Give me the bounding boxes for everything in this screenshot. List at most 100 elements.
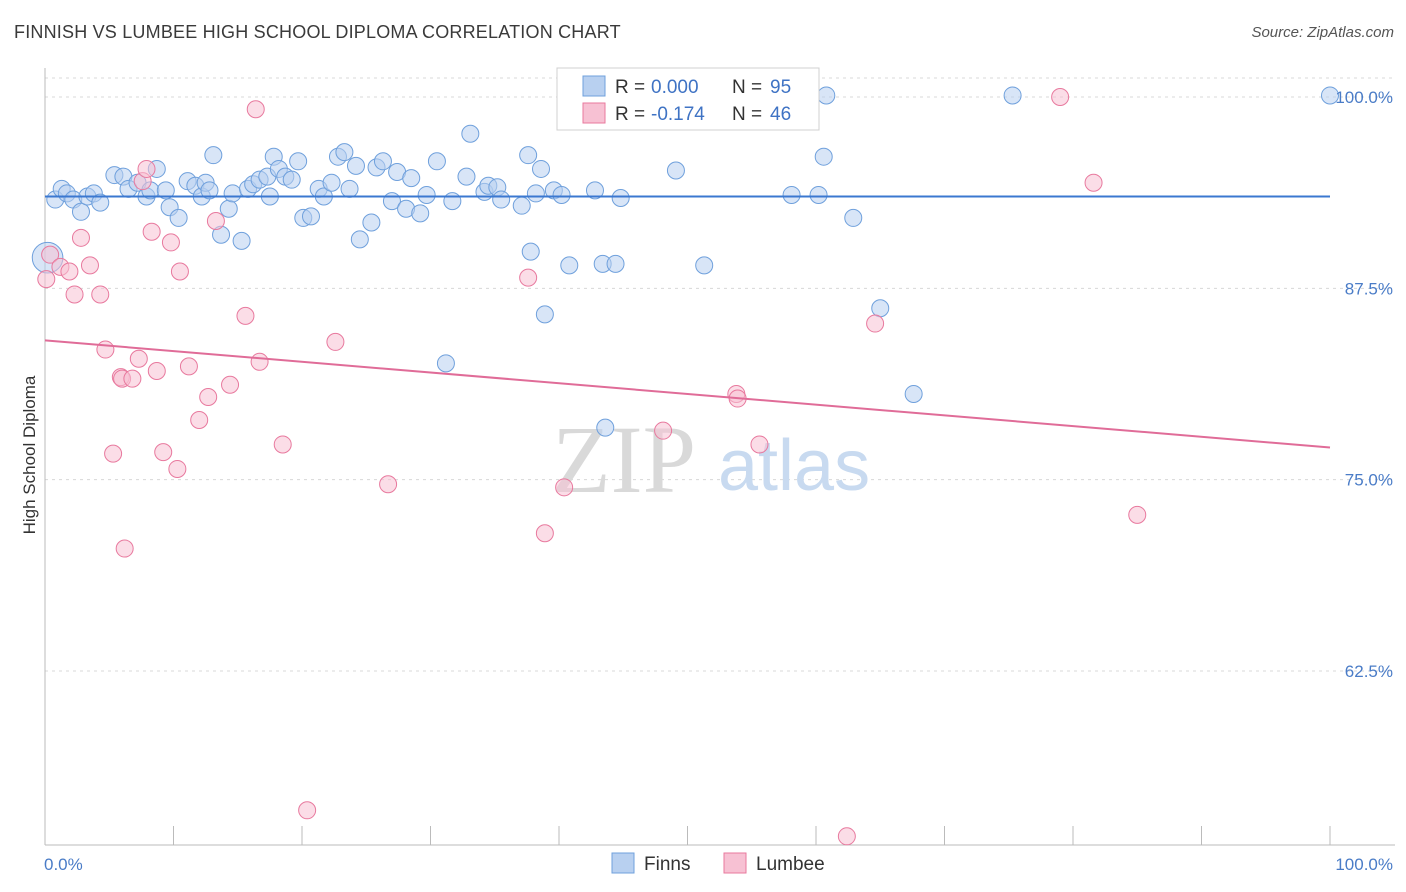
lumbee-point <box>41 245 60 264</box>
finns-point <box>289 152 308 171</box>
finns-point <box>1321 86 1339 105</box>
finns-point <box>411 204 430 223</box>
finns-point <box>71 202 90 221</box>
finns-point <box>417 185 436 204</box>
x-axis-ticks <box>44 826 1331 845</box>
finns-point <box>871 299 890 318</box>
finns-point <box>461 124 480 143</box>
finns-point <box>512 196 531 215</box>
finns-point <box>552 185 571 204</box>
finns-point <box>695 256 714 275</box>
lumbee-point <box>535 524 554 543</box>
finns-point <box>560 256 579 275</box>
lumbee-point <box>161 233 180 252</box>
finns-point <box>436 354 455 373</box>
finns-point <box>596 418 615 437</box>
lumbee-point <box>154 443 173 462</box>
finns-point <box>809 185 828 204</box>
lumbee-point <box>273 435 292 454</box>
finns-point <box>457 167 476 186</box>
lumbee-point <box>379 475 398 494</box>
lumbee-point <box>60 262 79 281</box>
lumbee-point <box>71 228 90 247</box>
lumbee-point <box>65 285 84 304</box>
lumbee-point <box>1051 88 1070 106</box>
lumbee-point <box>168 459 187 478</box>
finns-point <box>169 208 188 227</box>
lumbee-point <box>179 357 198 376</box>
finns-point <box>350 230 369 249</box>
legend-lumbee-r-label: R = <box>615 104 645 125</box>
finns-point <box>301 207 320 226</box>
lumbee-point <box>221 375 240 394</box>
top-legend: R = 0.000 N = 95 R = -0.174 N = 46 <box>556 67 820 131</box>
lumbee-trend-line <box>44 339 1331 449</box>
finns-point <box>200 181 219 200</box>
finns-point <box>492 190 511 209</box>
finns-point <box>443 192 462 211</box>
finns-point <box>335 143 354 162</box>
finns-point <box>219 199 238 218</box>
bottom-legend-lumbee-label: Lumbee <box>756 854 825 875</box>
finns-point <box>223 184 242 203</box>
lumbee-point <box>837 827 856 846</box>
finns-point <box>427 152 446 171</box>
watermark-zip: ZIP <box>552 406 696 513</box>
legend-lumbee-n-label: N = <box>732 104 762 125</box>
y-tick-labels: 100.0% 87.5% 75.0% 62.5% <box>1335 88 1393 681</box>
legend-finns-r-label: R = <box>615 77 645 98</box>
finns-point <box>611 189 630 208</box>
bottom-legend-finns-label: Finns <box>644 854 690 875</box>
finns-point <box>346 156 365 175</box>
legend-finns-swatch <box>582 75 606 97</box>
x-tick-label-max: 100.0% <box>1335 855 1393 874</box>
lumbee-point <box>142 222 161 241</box>
finns-point <box>282 170 301 189</box>
lumbee-point <box>190 410 209 429</box>
finns-point <box>1003 86 1022 105</box>
lumbee-point <box>1128 505 1147 524</box>
x-tick-label-min: 0.0% <box>44 855 83 874</box>
lumbee-point <box>750 435 769 454</box>
y-tick-label: 75.0% <box>1345 471 1393 490</box>
lumbee-point <box>129 349 148 368</box>
finns-point <box>519 146 538 165</box>
lumbee-point <box>1084 173 1103 192</box>
bottom-legend-lumbee-swatch <box>723 852 747 874</box>
lumbee-point <box>555 478 574 497</box>
finns-point <box>817 86 836 105</box>
legend-lumbee-n-value: 46 <box>770 104 791 125</box>
lumbee-point <box>250 352 269 371</box>
finns-point <box>322 173 341 192</box>
lumbee-point <box>236 306 255 325</box>
lumbee-point <box>91 285 110 304</box>
grid-lines <box>45 77 1395 672</box>
lumbee-point <box>37 270 56 289</box>
finns-point <box>340 179 359 198</box>
lumbee-point <box>96 340 115 359</box>
lumbee-point <box>80 256 99 275</box>
finns-point <box>814 147 833 166</box>
lumbee-point <box>115 539 134 558</box>
finns-point <box>904 384 923 403</box>
y-tick-label: 62.5% <box>1345 662 1393 681</box>
finns-point <box>666 161 685 180</box>
bottom-legend-finns-swatch <box>611 852 635 874</box>
y-axis-label: High School Diploma <box>20 375 39 534</box>
y-tick-label: 100.0% <box>1335 88 1393 107</box>
finns-point <box>362 213 381 232</box>
lumbee-point <box>326 332 345 351</box>
finns-point <box>526 184 545 203</box>
finns-point <box>402 169 421 188</box>
finns-point <box>782 185 801 204</box>
lumbee-point <box>123 369 142 388</box>
lumbee-point <box>206 211 225 230</box>
chart-title: FINNISH VS LUMBEE HIGH SCHOOL DIPLOMA CO… <box>14 22 621 42</box>
legend-finns-r-value: 0.000 <box>651 77 699 98</box>
finns-point <box>844 208 863 227</box>
y-tick-label: 87.5% <box>1345 279 1393 298</box>
finns-point <box>535 305 554 324</box>
legend-finns-n-value: 95 <box>770 77 791 98</box>
lumbee-point <box>654 421 673 440</box>
